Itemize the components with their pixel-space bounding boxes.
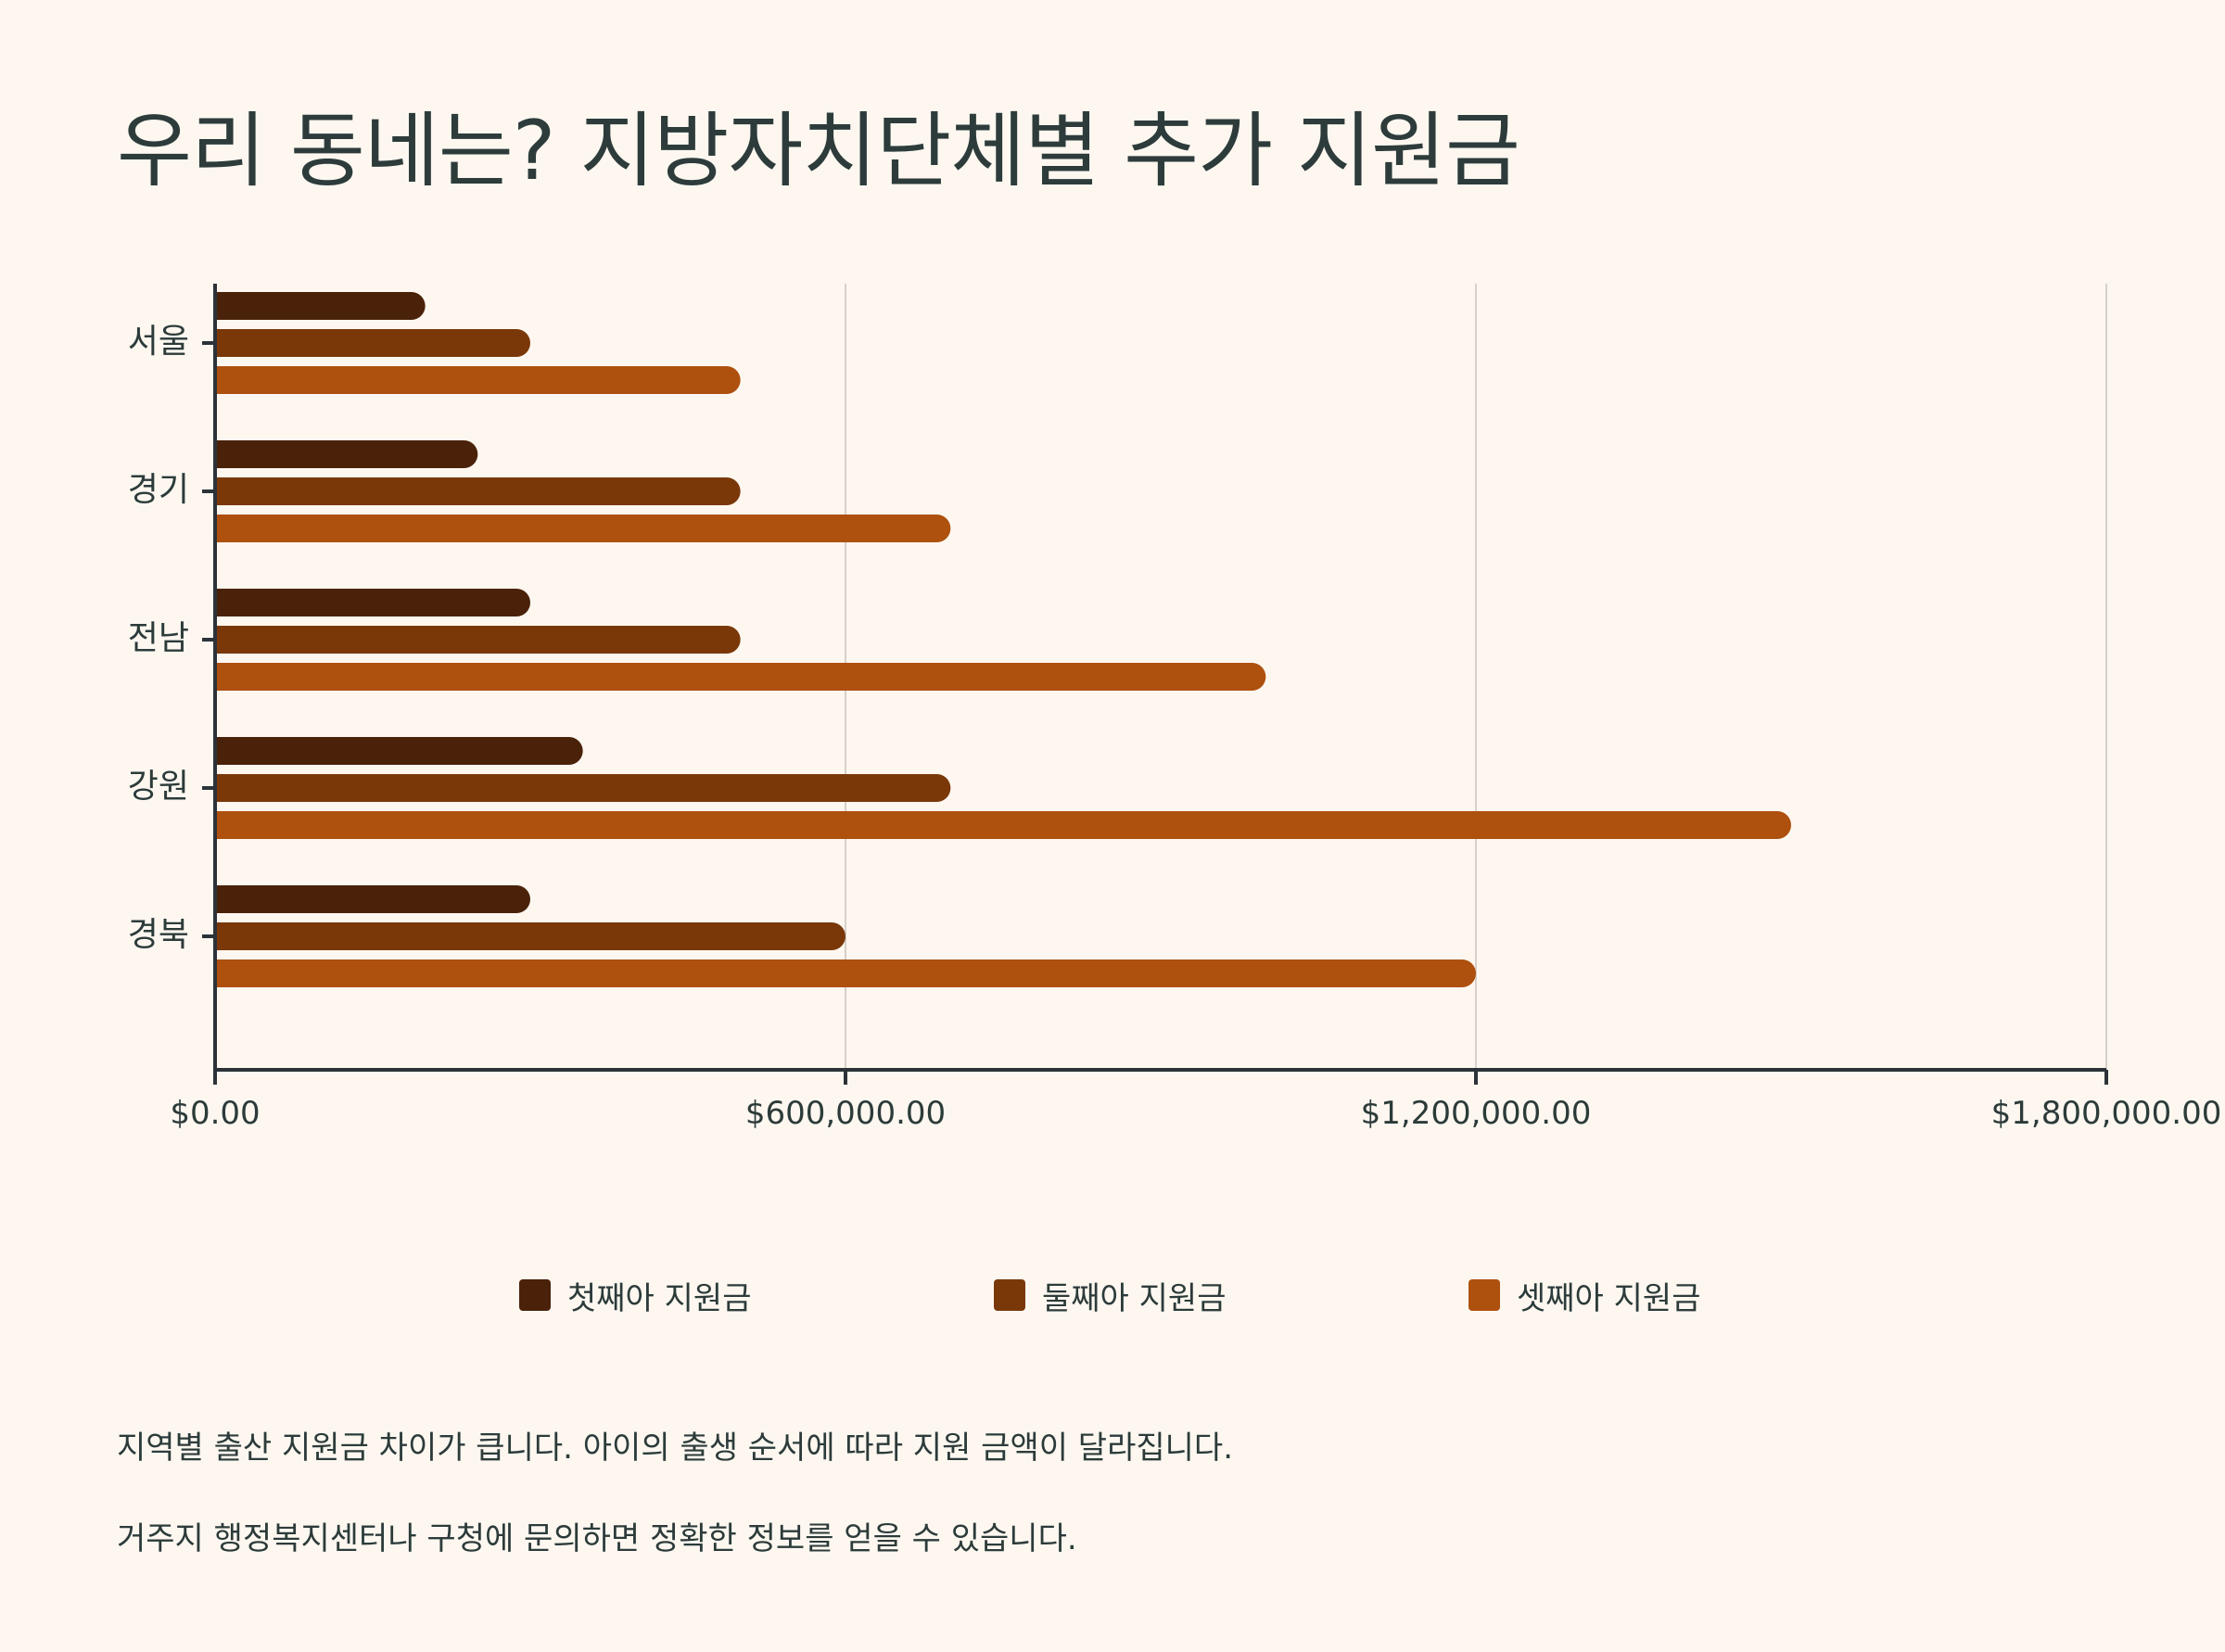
legend-label: 첫째아 지원금 <box>567 1279 752 1317</box>
bar-경기-2 <box>215 477 741 505</box>
y-tick-label: 강원 <box>128 768 189 806</box>
x-tick-label: $1,800,000.00 <box>1991 1095 2222 1132</box>
y-tick-label: 경기 <box>128 471 189 509</box>
bar-경기-1 <box>215 440 478 468</box>
bar-경기-3 <box>215 515 951 542</box>
bar-전남-3 <box>215 663 1266 691</box>
bar-강원-2 <box>215 774 951 802</box>
y-tick-label: 전남 <box>128 619 189 657</box>
x-tick-label: $0.00 <box>170 1095 260 1132</box>
legend: 첫째아 지원금 둘째아 지원금 셋째아 지원금 <box>0 1272 2225 1318</box>
bar-서울-2 <box>215 329 530 357</box>
bar-강원-3 <box>215 811 1791 839</box>
x-tick-label: $1,200,000.00 <box>1361 1095 1592 1132</box>
legend-item: 셋째아 지원금 <box>1468 1272 1701 1318</box>
bar-전남-1 <box>215 589 530 616</box>
bar-경북-3 <box>215 959 1476 987</box>
y-tick-label: 경북 <box>128 916 189 954</box>
legend-swatch <box>994 1279 1025 1311</box>
note-2: 거주지 행정복지센터나 구청에 문의하면 정확한 정보를 얻을 수 있습니다. <box>117 1520 1077 1557</box>
legend-label: 셋째아 지원금 <box>1517 1279 1701 1317</box>
bar-강원-1 <box>215 737 583 765</box>
bar-경북-2 <box>215 922 846 950</box>
note-1: 지역별 출산 지원금 차이가 큽니다. 아이의 출생 순서에 따라 지원 금액이… <box>117 1430 1234 1467</box>
legend-item: 첫째아 지원금 <box>519 1272 752 1318</box>
y-tick-label: 서울 <box>128 323 189 361</box>
legend-swatch <box>1468 1279 1500 1311</box>
chart-title: 우리 동네는? 지방자치단체별 추가 지원금 <box>117 103 1520 198</box>
legend-swatch <box>519 1279 551 1311</box>
bar-전남-2 <box>215 626 741 654</box>
bar-경북-1 <box>215 885 530 913</box>
bar-서울-3 <box>215 366 741 394</box>
x-tick-label: $600,000.00 <box>745 1095 946 1132</box>
legend-item: 둘째아 지원금 <box>994 1272 1227 1318</box>
bar-서울-1 <box>215 292 426 320</box>
bars <box>215 292 1791 987</box>
legend-label: 둘째아 지원금 <box>1042 1279 1227 1317</box>
